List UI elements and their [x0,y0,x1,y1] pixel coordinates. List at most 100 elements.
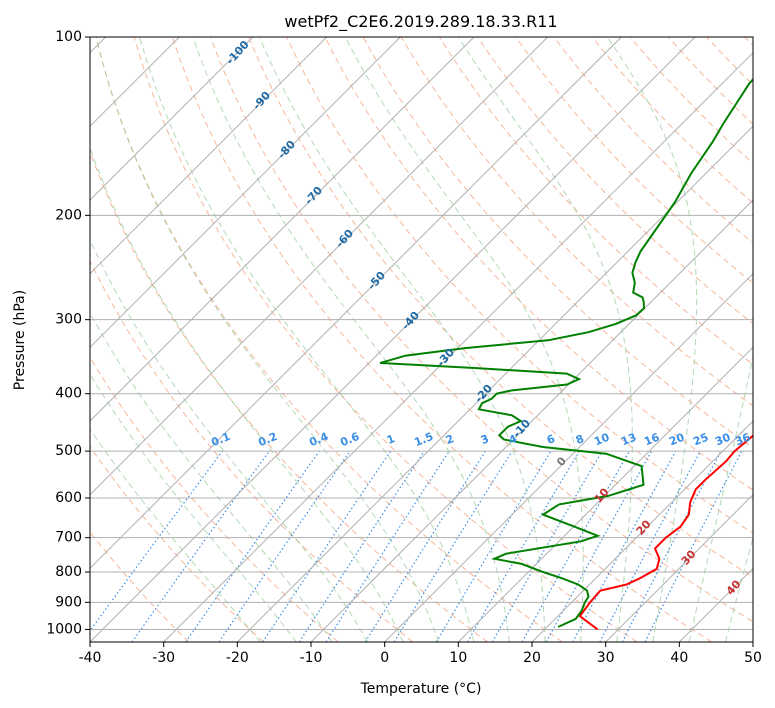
mixing-ratio-label: 25 [691,431,710,449]
mixing-ratio-label: 2 [444,432,456,447]
dry-adiabat-label: -70 [302,184,325,208]
isotherm [384,272,753,642]
isotherm [90,37,475,422]
mixing-ratio-line [185,450,320,642]
moist-adiabat [606,37,698,642]
mixing-ratio-line [521,450,631,642]
x-tick-label: 10 [449,650,467,666]
isotherm [90,37,549,496]
x-axis: -40 -30 -20 -10 0 10 20 30 40 50 [79,642,762,666]
y-tick-label: 900 [55,594,82,610]
mixing-ratio-line [218,450,351,642]
y-tick-label: 100 [55,29,82,45]
mixing-ratio-label: 1 [385,432,397,447]
dry-adiabat-label: 30 [679,547,699,567]
moist-adiabat [90,311,333,642]
isotherm [236,125,753,642]
dry-adiabat [286,37,753,534]
mixing-ratio-label: 16 [642,431,661,449]
dry-adiabat [90,531,190,642]
dry-adiabat-label: 20 [634,517,654,537]
dry-adiabat [171,37,712,642]
moist-adiabat [457,37,633,642]
isotherm [90,37,254,201]
isotherm [752,641,753,642]
mixing-ratio-label: 10 [592,431,611,449]
y-tick-label: 700 [55,530,82,546]
isotherm [310,199,753,642]
background-lines [90,37,753,642]
isotherm [163,51,753,642]
y-tick-label: 300 [55,312,82,328]
chart-title: wetPf2_C2E6.2019.289.18.33.R11 [284,12,557,32]
y-tick-label: 200 [55,207,82,223]
mixing-ratio-line [131,450,270,642]
grid-lines [90,37,753,642]
mixing-ratio-label: 3 [479,432,491,447]
moist-adiabat [688,353,753,642]
y-tick-label: 400 [55,386,82,402]
y-axis: 100 200 300 400 500 600 700 800 900 1000 [46,29,90,637]
mixing-ratio-line [325,450,450,642]
mixing-ratio-label: 0.6 [338,430,361,449]
moist-adiabat [90,146,404,642]
mixing-ratio-label: 1.5 [412,430,435,449]
moist-adiabat [90,427,261,642]
isotherm [605,493,753,642]
dry-adiabat-label: -80 [275,138,298,162]
isotherm [90,37,622,570]
dewpoint-profile-line [379,77,753,628]
dry-adiabat [90,150,488,642]
dry-adiabat [248,37,753,578]
dry-adiabat-label: -90 [250,89,273,113]
moist-adiabat [95,37,439,642]
y-tick-label: 800 [55,564,82,580]
isotherm [90,37,328,275]
dry-adiabat [324,37,753,491]
dry-adiabat [553,37,753,244]
isotherm [678,567,753,642]
moist-adiabat [90,238,369,642]
mixing-ratio-line [90,450,223,632]
moist-adiabat [90,373,297,642]
moist-adiabat [192,37,510,642]
mixing-ratio-label: 0.2 [256,430,279,449]
mixing-ratio-line [435,450,552,642]
x-tick-label: -10 [300,650,323,666]
mixing-ratio-label: 13 [619,431,638,449]
mixing-ratio-label: 20 [667,431,686,449]
temperature-profile-line [578,434,753,631]
mixing-ratio-line [393,450,513,642]
dry-adiabat [706,37,753,86]
dry-adiabat-label: 0 [554,454,569,469]
moist-adiabat [725,535,753,642]
dry-adiabat [515,37,753,284]
isotherm [90,37,401,349]
x-tick-label: 0 [380,650,389,666]
line-annotations: -100-90-80-70-60-50-40-30-20-10010203040… [209,38,752,598]
mixing-ratio-label: 0.4 [307,430,330,449]
y-tick-label: 600 [55,490,82,506]
y-axis-label: Pressure (hPa) [12,290,28,390]
dry-adiabat [133,37,638,642]
x-tick-label: -30 [152,650,175,666]
dry-adiabat-label: -60 [333,227,356,251]
plot-frame [89,36,754,643]
dry-adiabat [90,356,339,642]
data-series [379,77,753,631]
mixing-ratio-label: 0.1 [209,430,232,449]
isotherm [457,346,753,642]
mixing-ratio-line [262,450,392,642]
moist-adiabat [139,37,475,642]
mixing-ratio-line [644,450,743,642]
x-tick-label: 20 [523,650,541,666]
x-tick-label: 30 [597,650,615,666]
mixing-ratio-line [545,450,653,642]
y-tick-label: 1000 [46,621,82,637]
x-tick-label: 40 [670,650,688,666]
mixing-ratio-label: 6 [545,432,557,447]
mixing-ratio-line [364,450,486,642]
dry-adiabat-label: 10 [592,485,612,505]
dry-adiabat-label: -20 [472,382,495,406]
